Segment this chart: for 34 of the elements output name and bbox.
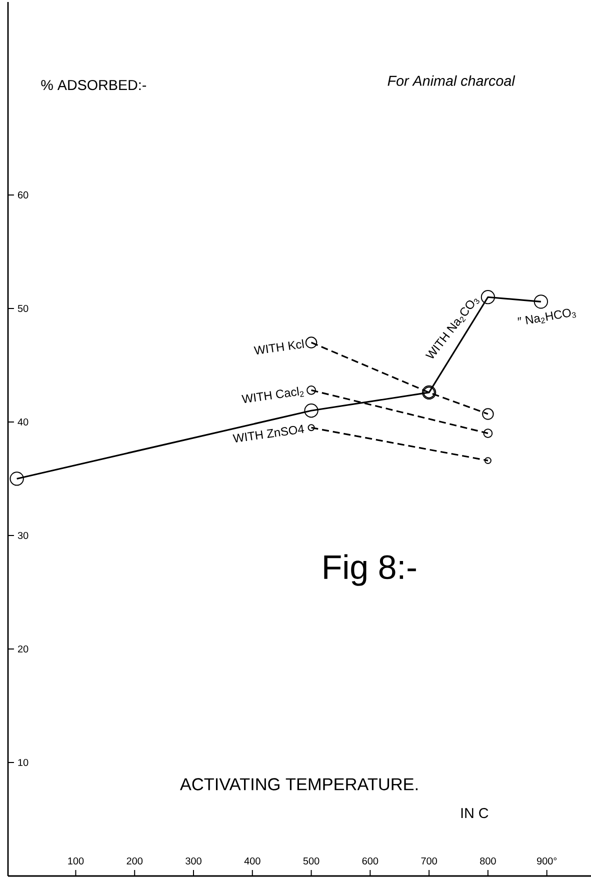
text: For Animal charcoal <box>388 75 516 86</box>
y-tick-label: 40 <box>18 418 28 426</box>
point <box>480 290 496 304</box>
y-tick-label: 20 <box>18 645 28 653</box>
point <box>482 408 494 420</box>
point <box>483 428 493 438</box>
x-tick-label: 100 <box>68 857 84 865</box>
y-axis-title: % ADSORBED:- <box>41 80 146 90</box>
x-tick-label: 700 <box>421 857 437 865</box>
y-tick-label: 30 <box>18 532 28 539</box>
annotation: ″ Na$_{2}$HCO$_{3}$ <box>518 308 576 324</box>
y-tick-label: 50 <box>18 304 28 312</box>
text: WITH Cacl$_{2}$ <box>241 386 304 403</box>
y-tick-label: 10 <box>18 758 28 766</box>
point <box>305 336 318 348</box>
text: WITH ZnSO4 <box>232 424 304 442</box>
point <box>306 386 316 395</box>
point <box>484 457 492 464</box>
x-tick-label: 200 <box>126 857 143 865</box>
x-axis-title: ACTIVATING TEMPERATURE. <box>180 778 418 790</box>
x-tick-label: 300 <box>186 857 202 865</box>
point <box>308 424 315 432</box>
x-tick-label: 800 <box>480 857 496 865</box>
y-tick-label: 60 <box>18 191 28 198</box>
x-tick-label: 900° <box>537 857 557 865</box>
point <box>304 404 318 418</box>
text: WITH Kcl <box>254 339 304 354</box>
x-tick-label: 500 <box>303 857 320 865</box>
annotation: IN C <box>461 808 488 818</box>
x-tick-label: 600 <box>362 857 378 865</box>
text: Fig 8:- <box>324 554 416 586</box>
x-tick-label: 400 <box>244 857 260 865</box>
point <box>534 294 548 309</box>
point <box>10 472 24 486</box>
